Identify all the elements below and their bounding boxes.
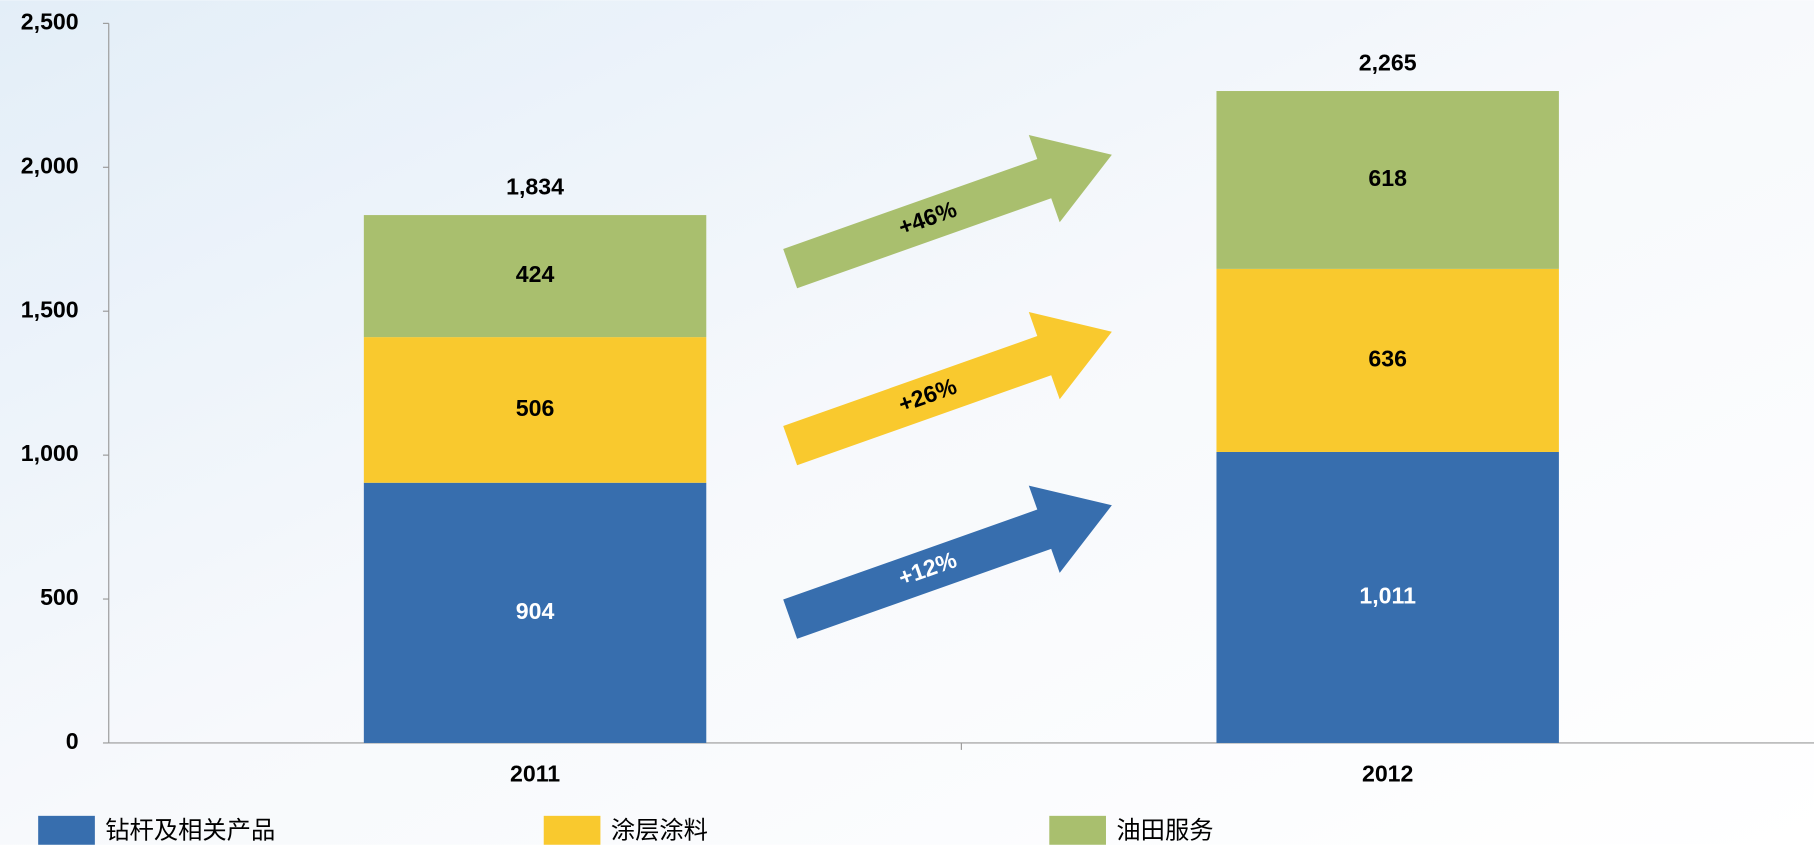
data-label: 506 — [516, 395, 555, 421]
bar-segment — [363, 337, 707, 483]
arrow-shape — [783, 312, 1112, 466]
y-tick-label: 500 — [40, 584, 79, 610]
data-label: 618 — [1368, 165, 1407, 191]
bar-segment — [1216, 268, 1559, 452]
bar-segment — [363, 482, 707, 743]
data-label: 904 — [516, 598, 555, 624]
legend-text: 涂层涂料 — [611, 816, 708, 845]
arrow-shape — [783, 485, 1112, 639]
y-tick-label: 1,500 — [21, 296, 79, 322]
bar-segment — [1216, 451, 1559, 743]
legend-swatch — [1049, 815, 1106, 845]
x-tick-label: 2012 — [1362, 760, 1413, 786]
y-tick-label: 1,000 — [21, 440, 79, 466]
bar-segment — [363, 215, 707, 338]
y-tick-label: 0 — [66, 728, 79, 754]
total-label: 1,834 — [506, 174, 564, 200]
legend-text: 油田服务 — [1116, 816, 1213, 845]
data-label: 1,011 — [1359, 583, 1416, 609]
arrow-shape — [783, 135, 1112, 289]
bar-segment — [1216, 91, 1559, 269]
legend-text: 钻杆及相关产品 — [105, 816, 275, 845]
data-label: 424 — [516, 261, 555, 287]
y-tick-label: 2,500 — [21, 8, 79, 34]
legend-swatch — [543, 815, 601, 845]
legend-swatch — [38, 815, 95, 845]
total-label: 2,265 — [1359, 50, 1417, 76]
growth-arrow: +26% — [783, 312, 1112, 466]
x-tick-label: 2011 — [510, 760, 560, 786]
y-tick-label: 2,000 — [21, 152, 79, 178]
data-label: 636 — [1368, 346, 1407, 372]
